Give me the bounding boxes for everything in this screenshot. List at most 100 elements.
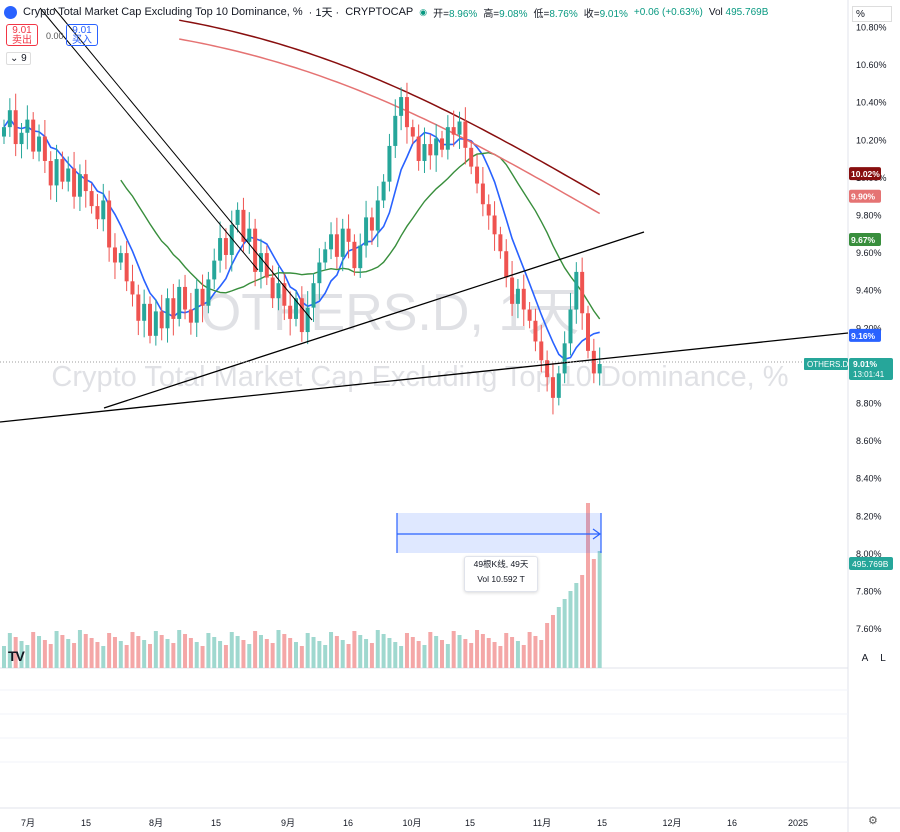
measure-info-box: 49根K线, 49天 Vol 10.592 T <box>464 556 538 592</box>
candle-body <box>194 288 199 323</box>
volume-bar <box>369 643 374 668</box>
candle-body <box>381 181 386 201</box>
price-axis: 10.80%10.60%10.40%10.20%10.00%9.80%9.60%… <box>856 23 887 635</box>
candle-body <box>480 183 485 205</box>
settings-gear-icon[interactable]: ⚙ <box>868 815 878 827</box>
x-tick-label: 9月 <box>281 818 295 828</box>
candle-body <box>475 166 480 184</box>
volume-bar <box>206 633 211 668</box>
interval-label[interactable]: · 1天 · <box>308 7 340 19</box>
volume-bar <box>568 591 573 668</box>
sell-button[interactable]: 9.01 卖出 <box>6 24 38 46</box>
candle-body <box>299 298 304 333</box>
log-scale-button[interactable]: L <box>880 653 886 664</box>
x-tick-label: 15 <box>81 818 91 828</box>
candle-body <box>399 97 404 116</box>
chart-legend: Crypto Total Market Cap Excluding Top 10… <box>4 4 768 20</box>
y-tick-label: 9.60% <box>856 248 882 258</box>
volume-bar <box>223 645 228 668</box>
candle-body <box>19 132 24 145</box>
percent-scale-button[interactable]: % <box>852 6 892 22</box>
candle-body <box>258 253 263 272</box>
indicators-toggle[interactable]: ⌄ 9 <box>6 52 31 65</box>
change-value: +0.06 (+0.63%) <box>633 6 703 18</box>
volume-bar <box>188 638 193 668</box>
x-tick-label: 7月 <box>21 818 35 828</box>
candle-body <box>422 144 427 161</box>
candle-body <box>276 283 281 299</box>
candle-body <box>37 136 42 152</box>
x-tick-label: 11月 <box>533 818 551 828</box>
ma-price-label: 10.02% <box>851 169 880 179</box>
candle-body <box>42 136 47 161</box>
y-tick-label: 9.20% <box>856 323 882 333</box>
candle-body <box>311 283 316 308</box>
volume-bar <box>469 643 474 668</box>
volume-bar <box>457 635 462 668</box>
volume-bar <box>597 551 602 668</box>
volume-bar <box>136 636 141 668</box>
volume-bar <box>440 640 444 668</box>
candle-body <box>282 283 287 306</box>
ma-price-tag <box>849 232 881 246</box>
volume-bar <box>451 631 456 668</box>
volume-bar <box>480 634 485 668</box>
trendlines <box>0 7 849 423</box>
volume-bar <box>288 638 293 668</box>
candle-body <box>527 309 532 321</box>
volume-bar <box>77 630 82 668</box>
volume-bar <box>545 623 550 668</box>
candle-body <box>229 224 234 255</box>
x-tick-label: 15 <box>465 818 475 828</box>
volume-bar <box>212 637 217 668</box>
y-tick-label: 10.20% <box>856 135 887 145</box>
candle-body <box>387 145 392 182</box>
buy-button[interactable]: 9.01 买入 <box>66 24 98 46</box>
volume-bar <box>393 642 398 668</box>
volume-bar <box>25 645 30 668</box>
candle-body <box>2 127 6 137</box>
volume-bar <box>515 641 520 668</box>
measure-vol-label: Vol 10.592 T <box>477 574 525 584</box>
candle-body <box>445 127 450 150</box>
symbol-logo-icon <box>4 5 17 19</box>
candle-body <box>60 159 65 182</box>
measure-area <box>397 513 601 553</box>
ohlc-open: 开=8.96% <box>433 8 478 20</box>
volume-bar <box>112 637 117 668</box>
y-tick-label: 10.40% <box>856 98 887 108</box>
falling-trendline <box>53 7 313 321</box>
ma-price-label: 9.16% <box>851 331 876 341</box>
candle-body <box>177 286 182 319</box>
buy-price: 9.01 <box>72 25 92 36</box>
symbol-tag <box>804 358 848 370</box>
volume-bar <box>148 644 152 668</box>
watermark-name: Crypto Total Market Cap Excluding Top 10… <box>51 361 788 393</box>
falling-trendline <box>39 7 259 271</box>
volume-bar <box>241 640 246 668</box>
volume-bar <box>346 644 351 668</box>
volume-bar <box>375 630 380 668</box>
volume-bar <box>492 642 497 668</box>
symbol-title[interactable]: Crypto Total Market Cap Excluding Top 10… <box>23 6 303 18</box>
candle-body <box>253 228 258 272</box>
volume-bar <box>19 641 24 668</box>
volume-bar <box>177 630 182 668</box>
candle-body <box>352 241 357 269</box>
volume-bar <box>521 645 526 668</box>
sell-label: 卖出 <box>12 35 32 46</box>
candle-body <box>562 343 567 374</box>
volume-bar <box>463 639 468 668</box>
auto-scale-button[interactable]: A <box>861 653 869 664</box>
volume-tag-label: 495.769B <box>852 559 889 569</box>
ohlc-close: 收=9.01% <box>583 8 628 20</box>
time-axis: 7月 15 8月 15 9月 16 10月 15 11月 15 12月 16 2025 <box>21 818 808 828</box>
spread-value: 0.00 <box>46 31 64 41</box>
volume-bar <box>153 631 158 668</box>
volume-bar <box>358 635 363 668</box>
ma-red-line <box>179 38 601 215</box>
volume-bar <box>299 646 304 668</box>
candle-body <box>72 168 77 197</box>
